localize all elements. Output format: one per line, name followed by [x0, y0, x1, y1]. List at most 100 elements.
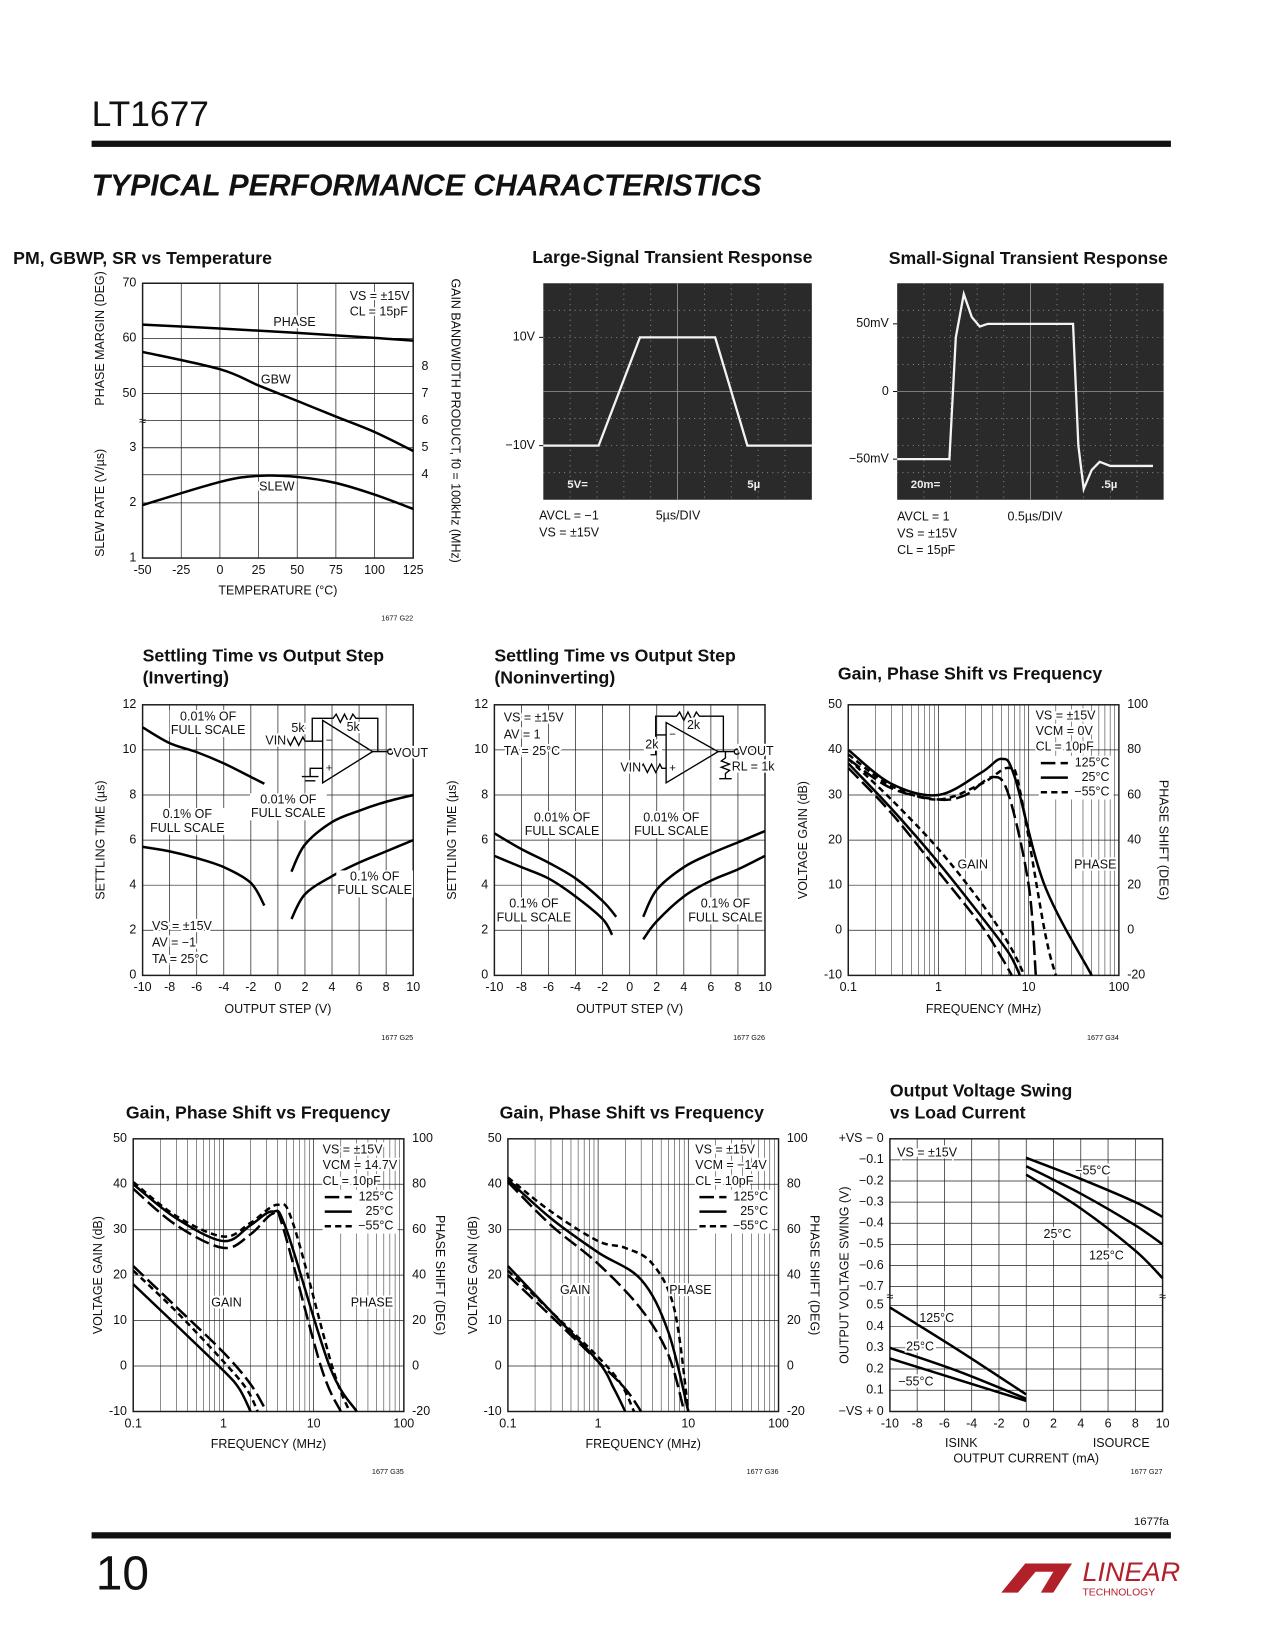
chart-title: Gain, Phase Shift vs Frequency: [126, 1102, 391, 1122]
curve-label: −55°C: [898, 1375, 933, 1389]
y-tick-label: 0: [129, 968, 136, 982]
annotation: 5k: [347, 720, 361, 734]
y-tick-label: 0: [1127, 923, 1134, 937]
curve-label: GBW: [261, 372, 291, 386]
annotation: VOUT: [739, 744, 774, 758]
x-tick-label: 6: [1105, 1416, 1112, 1430]
annotation: PHASE: [1074, 857, 1116, 871]
annotation: VS = ±15V: [897, 526, 958, 540]
annotation: VCM = 14.7V: [323, 1158, 398, 1172]
curve: [132, 1283, 252, 1413]
legend-bg: [697, 1218, 773, 1234]
x-axis-label: FREQUENCY (MHz): [926, 1002, 1041, 1016]
x-tick-label: 1: [935, 980, 942, 994]
annotation: PHASE: [669, 1283, 711, 1297]
legend-bg: [697, 1204, 773, 1219]
schematic-inverting: −+: [272, 712, 394, 785]
header-rule: [91, 140, 1171, 147]
scope-trace: [897, 289, 1153, 494]
figure-code: 1677 G26: [733, 1033, 765, 1042]
footer-rule: [91, 1532, 1171, 1539]
x-tick-label: 6: [356, 980, 363, 994]
curve-label: 0.01% OF FULL SCALE: [632, 810, 710, 839]
curve-label: 0.01% OF FULL SCALE: [249, 793, 327, 821]
y-tick-label: 0.2: [866, 1361, 883, 1375]
legend-label: −55°C: [358, 1219, 393, 1233]
curve-label: 125°C: [1089, 1249, 1124, 1263]
y-axis-label: PHASE MARGIN (DEG): [93, 271, 107, 405]
curve-label-text: 0.01% OF FULL SCALE: [523, 810, 601, 839]
y-tick-label: 40: [828, 742, 842, 756]
y-tick-label: −50mV: [849, 451, 890, 465]
curve: [889, 1357, 1027, 1403]
y-tick-label: 0: [481, 968, 488, 982]
y-tick-label: 10: [122, 742, 136, 756]
x-tick-label: 75: [329, 563, 343, 577]
x-tick-label: 0.1: [499, 1416, 516, 1430]
curve: [1025, 1173, 1164, 1280]
y-tick-label: 60: [412, 1222, 426, 1236]
y-tick-label: −0.2: [859, 1173, 884, 1187]
legend-bg: [322, 1204, 398, 1219]
x-axis-label: FREQUENCY (MHz): [211, 1437, 326, 1451]
curve-label: PHASE: [273, 315, 315, 329]
y2-axis-label: PHASE SHIFT (DEG): [1156, 780, 1170, 900]
x-tick-label: 100: [1108, 980, 1129, 994]
chart-title: Output Voltage Swing: [890, 1081, 1072, 1101]
curve-label: 0.1% OF FULL SCALE: [686, 897, 764, 925]
curve: [132, 1269, 259, 1413]
figure-code: 1677 G22: [381, 613, 413, 622]
annotation: TA = 25°C: [152, 952, 208, 966]
x-tick-label: -50: [134, 563, 152, 577]
x-tick-label: -4: [570, 980, 581, 994]
y-tick-label: −0.5: [859, 1237, 884, 1251]
part-number: LT1677: [92, 95, 209, 134]
y-tick-label: 40: [787, 1267, 801, 1281]
annotation: 2k: [645, 738, 659, 752]
y-tick-label: 30: [113, 1222, 127, 1236]
x-tick-label: 1: [220, 1416, 227, 1430]
annotation: AVCL = 1: [897, 510, 949, 524]
y-tick-label: 100: [1127, 697, 1148, 711]
curve-label: 125°C: [919, 1311, 954, 1325]
chart-title: Small-Signal Transient Response: [889, 248, 1168, 268]
annotation: AV = −1: [152, 935, 196, 949]
y-axis-label: OUTPUT VOLTAGE SWING (V): [837, 1186, 851, 1363]
curve: [507, 1181, 686, 1412]
legend-label: 25°C: [740, 1204, 768, 1218]
annotation: 5k: [291, 721, 305, 735]
curve: [507, 1178, 690, 1412]
x-tick-label: -10: [881, 1416, 899, 1430]
chart-subtitle: (Inverting): [143, 667, 230, 687]
annotation: VS = ±15V: [504, 711, 565, 725]
annotation: VIN: [620, 761, 641, 775]
x-tick-label: 4: [329, 980, 336, 994]
x-tick-label: 10: [681, 1416, 695, 1430]
y-tick-label: 60: [1127, 787, 1141, 801]
y-tick-label: 20: [1127, 877, 1141, 891]
y-tick-label: 80: [412, 1177, 426, 1191]
y-tick-label: −0.4: [859, 1216, 884, 1230]
x-tick-label: 10: [406, 980, 420, 994]
y-tick-label: 50: [122, 386, 136, 400]
legend-bg: [697, 1189, 773, 1205]
y-tick-label: 10: [474, 742, 488, 756]
svg-text:−: −: [326, 735, 333, 747]
annotation: TA = 25°C: [504, 744, 560, 758]
annotation: VCM = −14V: [695, 1158, 767, 1172]
curve-label: 0.1% OF FULL SCALE: [148, 807, 226, 835]
y-tick-label: 0.5: [866, 1298, 883, 1312]
y-tick-label: 40: [1127, 832, 1141, 846]
y2-axis-label: PHASE SHIFT (DEG): [808, 1215, 822, 1335]
x-axis-label: OUTPUT CURRENT (mA): [953, 1452, 1099, 1466]
annotation: CL = 15pF: [350, 305, 408, 319]
x-tick-label: -6: [543, 980, 554, 994]
annotation: CL = 10pF: [695, 1174, 753, 1188]
x-tick-label: -8: [912, 1416, 923, 1430]
x-tick-label: 2: [653, 980, 660, 994]
legend-bg: [1038, 784, 1114, 800]
y-axis-label: VOLTAGE GAIN (dB): [91, 1216, 105, 1334]
screen-label: 5V=: [567, 479, 588, 491]
x-tick-label: 100: [768, 1416, 789, 1430]
